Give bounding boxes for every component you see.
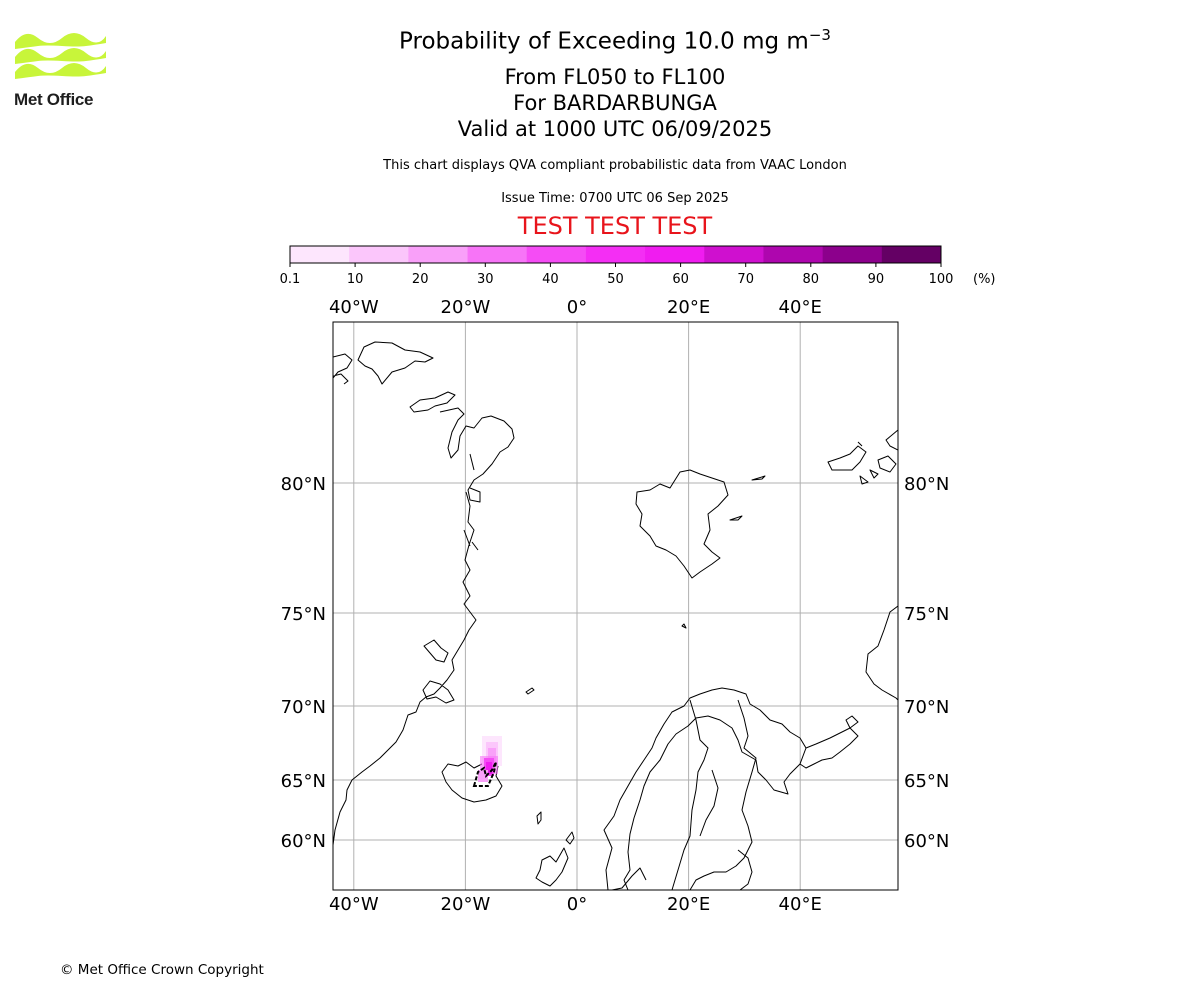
title-block: From FL050 to FL100 For BARDARBUNGA Vali… <box>300 64 930 142</box>
ash-probability-plume <box>472 736 502 787</box>
map-figure: 0.1 10 20 30 40 50 60 70 80 90 100 (%) <box>280 245 996 915</box>
colorbar-tick-label: 50 <box>607 272 624 287</box>
colorbar-segment <box>349 246 409 263</box>
lon-label-bottom: 40°E <box>779 894 822 915</box>
lat-label-right: 60°N <box>904 831 949 852</box>
lon-label-top: 40°W <box>329 297 379 318</box>
colorbar-tick-label: 10 <box>347 272 364 287</box>
lon-label-bottom: 0° <box>567 894 587 915</box>
lat-label-right: 70°N <box>904 697 949 718</box>
lat-label-left: 80°N <box>281 474 326 495</box>
colorbar-tick-label: 90 <box>868 272 885 287</box>
colorbar-tick-label: 100 <box>929 272 954 287</box>
coastline-jan-mayen <box>525 687 535 695</box>
coastline-scotland <box>535 831 575 887</box>
lat-label-right: 75°N <box>904 604 949 625</box>
title-valid: Valid at 1000 UTC 06/09/2025 <box>457 117 773 141</box>
colorbar: 0.1 10 20 30 40 50 60 70 80 90 100 (%) <box>280 245 996 287</box>
axis-labels: 40°W 40°W 20°W 20°W 0° 0° 20°E 20°E 40°E 40°E 80°N… <box>281 297 950 915</box>
coastline-novaya-zemlya <box>865 605 898 701</box>
colorbar-segment <box>467 246 528 263</box>
colorbar-unit: (%) <box>973 272 996 287</box>
met-office-waves-icon <box>15 33 106 79</box>
colorbar-segment <box>704 246 764 263</box>
colorbar-segment <box>763 246 824 263</box>
plume-outline <box>472 761 497 787</box>
lon-label-bottom: 20°E <box>667 894 710 915</box>
lat-label-left: 70°N <box>281 697 326 718</box>
colorbar-tick-label: 20 <box>412 272 429 287</box>
graticule <box>333 322 898 890</box>
borders-scandinavia <box>611 699 757 890</box>
test-banner: TEST TEST TEST <box>517 212 713 240</box>
lat-label-right: 65°N <box>904 771 949 792</box>
colorbar-segment <box>526 246 587 263</box>
coastline-kola <box>799 715 859 769</box>
chart-title: Probability of Exceeding 10.0 mg m−3 <box>300 26 930 55</box>
met-office-logo: Met Office <box>14 30 108 112</box>
logo-text: Met Office <box>14 90 94 109</box>
issue-time: Issue Time: 0700 UTC 06 Sep 2025 <box>501 191 729 206</box>
title-volcano: For BARDARBUNGA <box>513 91 717 115</box>
lon-label-bottom: 40°W <box>329 894 379 915</box>
coastlines <box>333 341 898 890</box>
title-exponent: −3 <box>808 26 831 44</box>
coastline-franz-josef-land <box>827 429 898 485</box>
lat-label-right: 80°N <box>904 474 949 495</box>
map-frame <box>332 321 899 891</box>
lat-label-left: 65°N <box>281 771 326 792</box>
coastline-iceland <box>441 759 503 803</box>
colorbar-segment <box>290 246 350 263</box>
lon-label-top: 20°W <box>441 297 491 318</box>
lon-label-bottom: 20°W <box>441 894 491 915</box>
lon-label-top: 20°E <box>667 297 710 318</box>
lon-label-top: 40°E <box>779 297 822 318</box>
lon-label-top: 0° <box>567 297 587 318</box>
lat-label-left: 60°N <box>281 831 326 852</box>
colorbar-tick-label: 30 <box>477 272 494 287</box>
coastline-greenland <box>333 341 515 846</box>
colorbar-segment <box>408 246 469 263</box>
lat-label-left: 75°N <box>281 604 326 625</box>
colorbar-tick-label: 40 <box>542 272 559 287</box>
colorbar-segment <box>585 246 646 263</box>
map-area <box>332 321 899 891</box>
title-levels: From FL050 to FL100 <box>504 65 726 89</box>
copyright-text: © Met Office Crown Copyright <box>60 962 264 978</box>
colorbar-segment <box>881 246 942 263</box>
colorbar-segment <box>645 246 705 263</box>
map-background <box>333 322 898 890</box>
colorbar-tick-label: 0.1 <box>280 272 301 287</box>
colorbar-tick-label: 80 <box>803 272 820 287</box>
colorbar-tick-label: 60 <box>672 272 689 287</box>
coastline-faroe <box>536 811 542 825</box>
title-main: Probability of Exceeding 10.0 mg m <box>399 28 809 55</box>
colorbar-tick-label: 70 <box>737 272 754 287</box>
disclaimer-text: This chart displays QVA compliant probab… <box>383 158 847 173</box>
coastline-norway <box>603 687 807 890</box>
coastline-svalbard <box>635 469 766 629</box>
colorbar-segment <box>822 246 883 263</box>
